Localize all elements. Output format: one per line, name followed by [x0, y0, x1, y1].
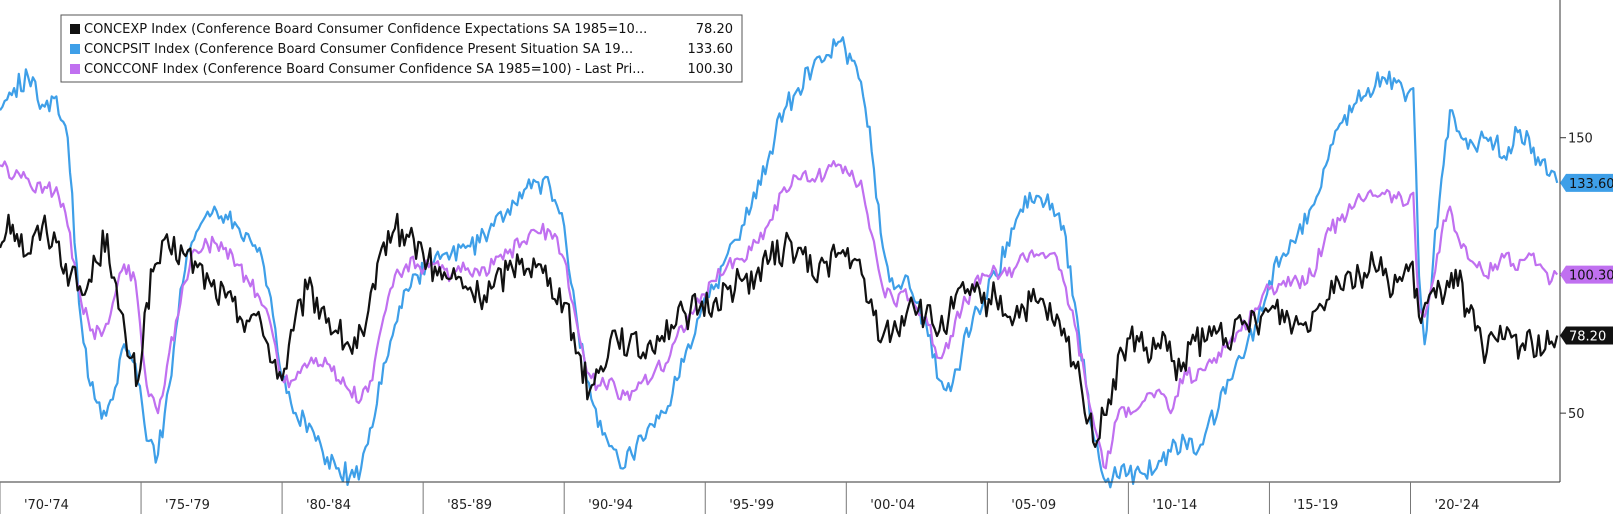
legend-label: CONCCONF Index (Conference Board Consume…: [84, 62, 645, 77]
svg-text:78.20: 78.20: [1569, 329, 1606, 344]
last-value-tag: 100.30: [1560, 265, 1613, 284]
last-value-tags: 78.20 133.60 100.30: [1560, 173, 1613, 345]
series-line-1: [0, 36, 1559, 489]
x-tick-label: '10-'14: [1152, 498, 1197, 513]
legend-last-value: 133.60: [688, 42, 734, 57]
last-value-tag: 133.60: [1560, 173, 1613, 192]
legend-swatch: [70, 44, 80, 54]
legend-last-value: 100.30: [688, 62, 734, 77]
legend: CONCEXP Index (Conference Board Consumer…: [60, 14, 743, 83]
legend-box: [60, 14, 743, 83]
x-tick-label: '20-'24: [1434, 498, 1479, 513]
x-tick-label: '00-'04: [870, 498, 915, 513]
y-tick-label: 150: [1568, 132, 1593, 147]
series-layer: [0, 36, 1559, 489]
last-value-tag: 78.20: [1560, 326, 1613, 345]
x-tick-label: '15-'19: [1293, 498, 1338, 513]
x-tick-label: '70-'74: [24, 498, 69, 513]
x-tick-label: '05-'09: [1011, 498, 1056, 513]
x-tick-label: '95-'99: [729, 498, 774, 513]
x-tick-label: '80-'84: [306, 498, 351, 513]
legend-swatch: [70, 64, 80, 74]
legend-last-value: 78.20: [696, 22, 733, 37]
x-tick-label: '90-'94: [588, 498, 633, 513]
legend-label: CONCPSIT Index (Conference Board Consume…: [84, 42, 633, 57]
x-tick-label: '85-'89: [447, 498, 492, 513]
legend-label: CONCEXP Index (Conference Board Consumer…: [84, 22, 647, 37]
series-line-2: [0, 160, 1559, 470]
svg-text:133.60: 133.60: [1569, 177, 1613, 192]
legend-swatch: [70, 24, 80, 34]
series-line-0: [0, 212, 1559, 448]
x-tick-label: '75-'79: [165, 498, 210, 513]
y-tick-label: 50: [1568, 407, 1585, 422]
svg-text:100.30: 100.30: [1569, 269, 1613, 284]
